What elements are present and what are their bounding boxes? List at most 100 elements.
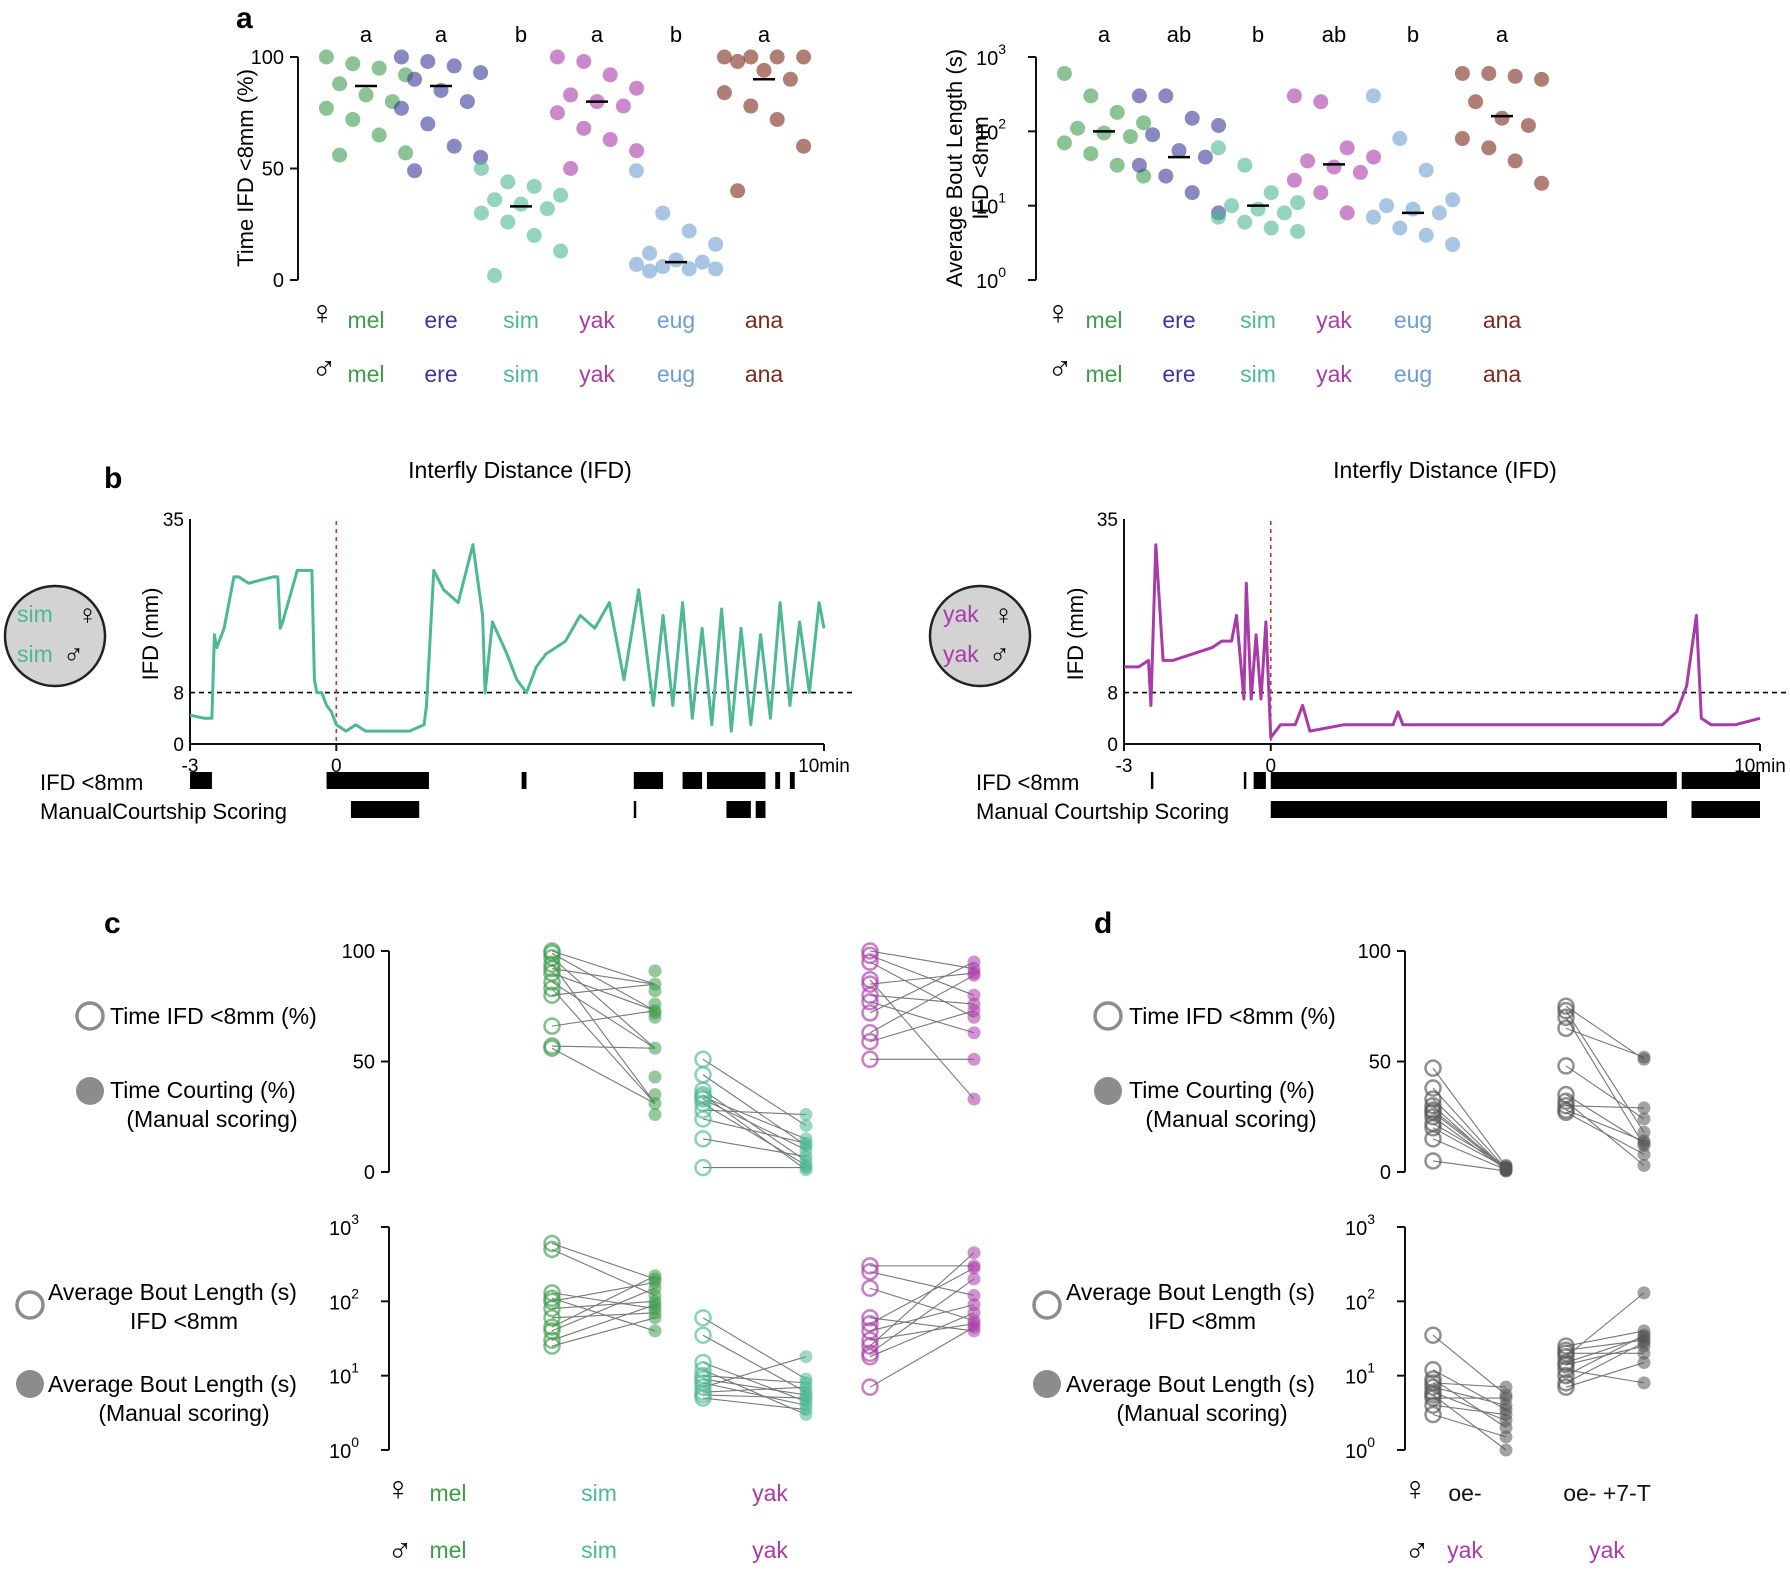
significance-letter: ab [1322, 22, 1346, 47]
hollow-point [1424, 1152, 1442, 1170]
filled-point [799, 1408, 813, 1422]
pair-connector [551, 1304, 656, 1341]
data-point-yak [629, 80, 645, 96]
track-segment [1270, 801, 1668, 818]
pair-connector [1565, 1369, 1645, 1384]
data-point-mel [1136, 115, 1152, 131]
track-label: Manual Courtship Scoring [976, 799, 1229, 824]
data-point-yak [1352, 164, 1368, 180]
pair-connector [1432, 1138, 1507, 1171]
track-segment [633, 801, 637, 818]
hollow-point [694, 1389, 712, 1407]
genotype-bubble [928, 584, 1032, 688]
chart-title: Interfly Distance (IFD) [1333, 457, 1557, 483]
bubble-male-label: yak [943, 641, 979, 667]
hollow-point [861, 986, 879, 1004]
female-symbol-icon: ♀ [77, 599, 98, 630]
data-point-ere [1158, 88, 1174, 104]
hollow-point [861, 1024, 879, 1042]
filled-point [1637, 1376, 1651, 1390]
paired-4-y-tick-label: 0 [364, 1162, 375, 1184]
panel-label-b: b [104, 462, 122, 495]
hollow-point [694, 1158, 712, 1177]
female-label-ere: ere [424, 307, 457, 333]
data-point-sim [1210, 140, 1226, 156]
y-tick-label: 35 [1097, 510, 1118, 531]
hollow-point [1424, 1119, 1442, 1137]
pair-connector [551, 983, 656, 996]
filled-point [648, 984, 662, 998]
filled-point [1499, 1421, 1513, 1435]
data-point-mel [1070, 120, 1086, 136]
data-point-mel [1083, 146, 1099, 162]
legend-bout-manual: Average Bout Length (s) [48, 1371, 297, 1397]
pair-connector [1432, 1369, 1507, 1411]
hollow-point [861, 1032, 879, 1051]
hollow-point [694, 1378, 712, 1396]
male-label-ere: ere [424, 361, 457, 387]
genotype-bubble [3, 584, 107, 688]
male-label-mel: mel [347, 361, 384, 387]
data-point-mel [345, 56, 361, 72]
data-point-ere [473, 65, 489, 81]
filled-point [648, 1070, 662, 1084]
hollow-point [861, 1004, 879, 1022]
data-point-ana [1468, 94, 1484, 110]
female-label-mel: mel [347, 307, 384, 333]
data-point-eug [1431, 205, 1447, 221]
pair-connector [702, 1356, 807, 1388]
male-symbol-icon: ♂ [1047, 350, 1073, 388]
data-point-yak [1339, 205, 1355, 221]
female-label-mel: mel [1085, 307, 1122, 333]
hollow-point [1557, 1378, 1575, 1396]
pair-connector [551, 968, 656, 985]
male-label-sim: sim [503, 361, 539, 387]
significance-letter: a [1496, 22, 1509, 47]
pair-connector [551, 1010, 656, 1027]
data-point-ere [420, 53, 436, 69]
data-point-yak [1286, 88, 1302, 104]
paired-6-y-tick-label: 50 [1369, 1052, 1391, 1074]
female-label-mel: mel [429, 1480, 466, 1506]
hollow-point [861, 1257, 879, 1275]
paired-7-y-tick-label: 102 [1345, 1285, 1375, 1314]
panel-a-1-y-tick-label: 100 [976, 264, 1006, 293]
filled-point [967, 968, 981, 982]
hollow-point [543, 1240, 561, 1259]
legend-time-courting-sub: (Manual scoring) [1145, 1106, 1316, 1132]
significance-letter: a [435, 22, 448, 47]
data-point-yak [549, 49, 565, 65]
filled-point [1637, 1101, 1651, 1115]
pair-connector [702, 1375, 807, 1384]
paired-5-y-tick-label: 102 [329, 1285, 359, 1314]
data-point-ana [1520, 117, 1536, 133]
data-point-ere [393, 49, 409, 65]
pair-connector [1432, 1394, 1507, 1451]
hollow-point [1424, 1130, 1442, 1148]
paired-5-y-tick-label: 103 [329, 1211, 359, 1240]
data-point-ere [420, 116, 436, 132]
data-point-eug [628, 256, 644, 272]
hollow-point [1424, 1059, 1442, 1077]
data-point-ana [1507, 68, 1523, 84]
data-point-eug [681, 223, 697, 239]
track-segment [1270, 772, 1677, 789]
filled-point [1637, 1346, 1651, 1360]
female-symbol-icon: ♀ [1402, 1470, 1428, 1508]
legend-time-courting: Time Courting (%) [1129, 1077, 1315, 1103]
pair-connector [1565, 1027, 1645, 1058]
filled-point [1637, 1147, 1651, 1161]
track-label: ManualCourtship Scoring [40, 799, 287, 824]
pair-connector [1432, 1404, 1507, 1416]
data-point-yak [549, 105, 565, 121]
data-point-ana [1534, 71, 1550, 87]
significance-letter: a [1098, 22, 1111, 47]
significance-letter: a [360, 22, 373, 47]
pair-connector [551, 1281, 656, 1302]
data-point-ana [782, 71, 798, 87]
filled-point [1637, 1286, 1651, 1300]
female-label-sim: sim [1240, 307, 1276, 333]
filled-circle-icon [1094, 1077, 1122, 1105]
y-tick-label: 0 [173, 735, 184, 756]
data-point-sim [487, 268, 503, 284]
